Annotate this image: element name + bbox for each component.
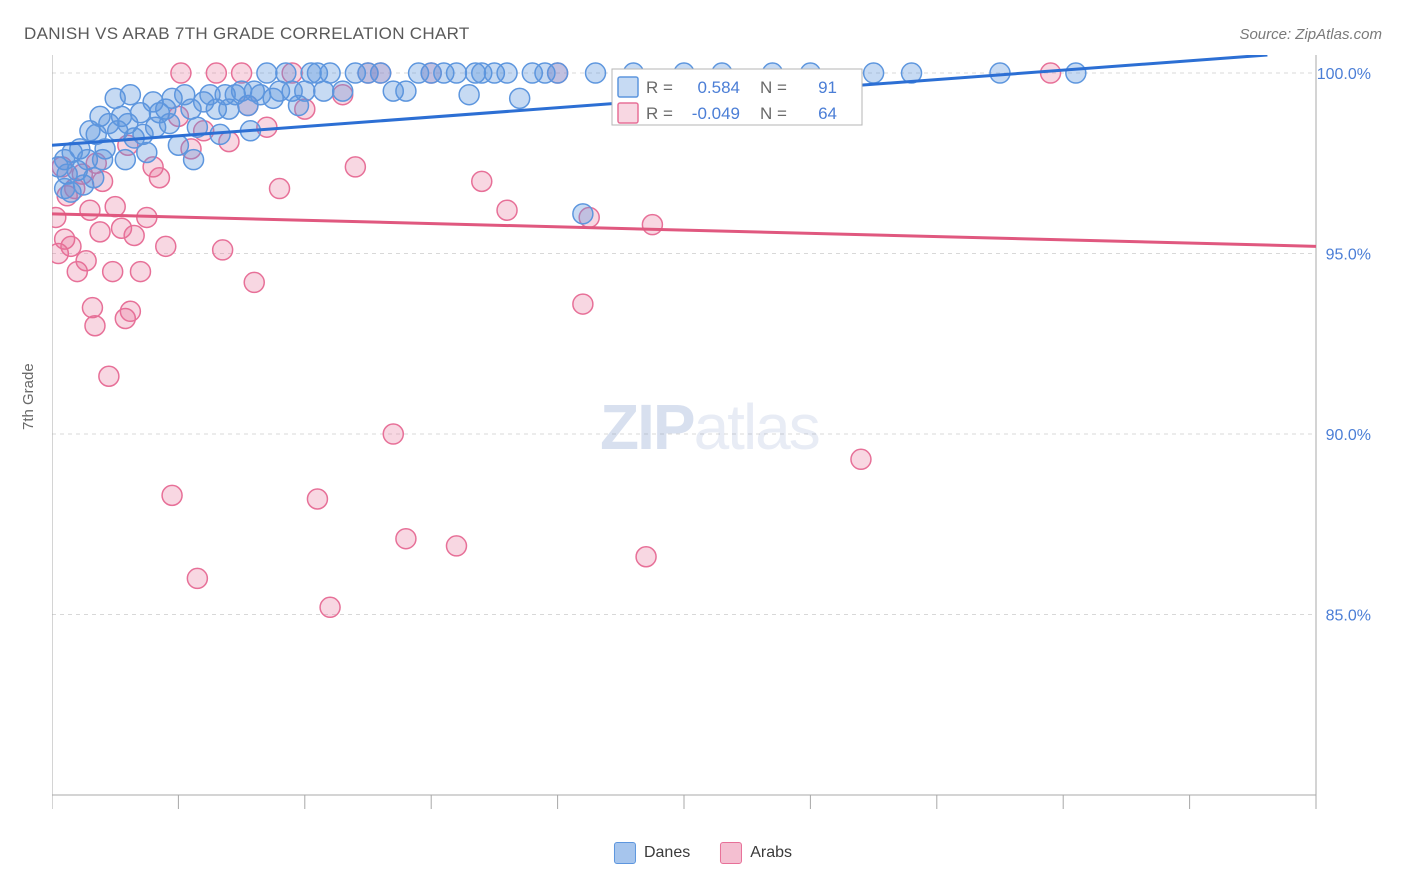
arabs-point <box>52 207 66 227</box>
svg-text:R =: R = <box>646 104 673 123</box>
svg-text:100.0%: 100.0% <box>1317 66 1371 83</box>
danes-point <box>573 204 593 224</box>
danes-point <box>586 63 606 83</box>
legend-item: Arabs <box>720 842 792 864</box>
svg-text:0.584: 0.584 <box>697 78 740 97</box>
arabs-point <box>642 215 662 235</box>
danes-point <box>548 63 568 83</box>
arabs-point <box>85 316 105 336</box>
svg-text:85.0%: 85.0% <box>1326 608 1371 625</box>
arabs-point <box>213 240 233 260</box>
svg-text:91: 91 <box>818 78 837 97</box>
danes-point <box>295 81 315 101</box>
danes-point <box>84 168 104 188</box>
danes-point <box>510 88 530 108</box>
arabs-point <box>270 179 290 199</box>
danes-point <box>115 150 135 170</box>
danes-point <box>396 81 416 101</box>
arabs-point <box>573 294 593 314</box>
y-axis-label: 7th Grade <box>20 363 37 430</box>
danes-point <box>137 142 157 162</box>
arabs-point <box>80 200 100 220</box>
legend-item: Danes <box>614 842 690 864</box>
arabs-point <box>171 63 191 83</box>
svg-text:R =: R = <box>646 78 673 97</box>
arabs-point <box>187 568 207 588</box>
arabs-point <box>82 298 102 318</box>
chart-title: DANISH VS ARAB 7TH GRADE CORRELATION CHA… <box>24 24 470 44</box>
arabs-point <box>244 272 264 292</box>
svg-text:64: 64 <box>818 104 837 123</box>
chart-area: 85.0% 90.0% 95.0% 100.0% 0.0% 100.0% R = 0.584 N… <box>52 55 1382 815</box>
svg-text:-0.049: -0.049 <box>692 104 740 123</box>
danes-point <box>276 63 296 83</box>
trend-line <box>52 214 1316 246</box>
arabs-point <box>156 236 176 256</box>
scatter-chart: 85.0% 90.0% 95.0% 100.0% 0.0% 100.0% R = 0.584 N… <box>52 55 1382 815</box>
danes-point <box>184 150 204 170</box>
danes-point <box>314 81 334 101</box>
danes-point <box>497 63 517 83</box>
arabs-point <box>446 536 466 556</box>
danes-point <box>320 63 340 83</box>
arabs-point <box>103 262 123 282</box>
arabs-point <box>124 225 144 245</box>
arabs-point <box>497 200 517 220</box>
arabs-point <box>61 236 81 256</box>
svg-text:95.0%: 95.0% <box>1326 247 1371 264</box>
arabs-point <box>396 529 416 549</box>
arabs-point <box>851 449 871 469</box>
arabs-point <box>636 547 656 567</box>
danes-point <box>864 63 884 83</box>
arabs-point <box>232 63 252 83</box>
arabs-point <box>99 366 119 386</box>
svg-text:N =: N = <box>760 78 787 97</box>
arabs-point <box>149 168 169 188</box>
arabs-point <box>320 597 340 617</box>
arabs-point <box>120 301 140 321</box>
svg-text:100.0%: 100.0% <box>1262 814 1316 815</box>
danes-point <box>371 63 391 83</box>
svg-text:90.0%: 90.0% <box>1326 427 1371 444</box>
danes-point <box>446 63 466 83</box>
legend-label: Danes <box>644 844 690 861</box>
danes-point <box>257 63 277 83</box>
danes-point <box>120 85 140 105</box>
danes-point <box>333 81 353 101</box>
legend-swatch <box>614 842 636 864</box>
arabs-point <box>307 489 327 509</box>
arabs-point <box>130 262 150 282</box>
arabs-point <box>105 197 125 217</box>
arabs-point <box>90 222 110 242</box>
danes-point <box>168 135 188 155</box>
danes-point <box>1066 63 1086 83</box>
arabs-point <box>345 157 365 177</box>
arabs-point <box>472 171 492 191</box>
svg-text:0.0%: 0.0% <box>52 814 88 815</box>
legend-label: Arabs <box>750 844 792 861</box>
source-attribution: Source: ZipAtlas.com <box>1239 26 1382 43</box>
arabs-point <box>76 251 96 271</box>
danes-point <box>459 85 479 105</box>
arabs-point <box>383 424 403 444</box>
legend-swatch <box>720 842 742 864</box>
danes-point <box>55 179 75 199</box>
danes-point <box>160 114 180 134</box>
arabs-point <box>206 63 226 83</box>
bottom-legend: Danes Arabs <box>614 842 792 864</box>
arabs-point <box>162 485 182 505</box>
svg-text:N =: N = <box>760 104 787 123</box>
